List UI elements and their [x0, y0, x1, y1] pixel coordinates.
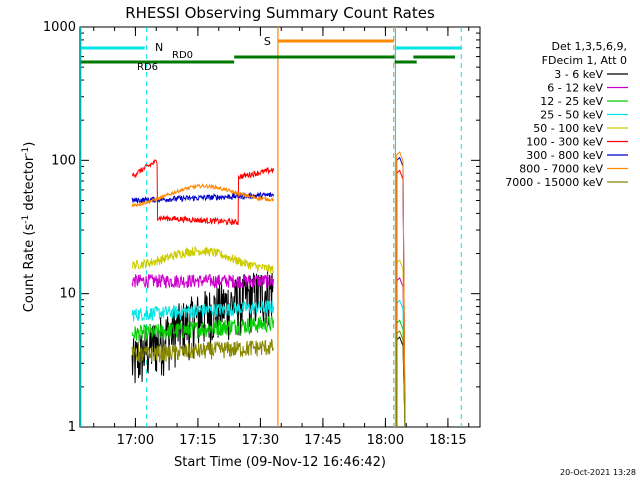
x-tick-label: 18:00 — [367, 433, 404, 448]
y-axis-label-sup2: -1 — [21, 147, 31, 156]
chart-title: RHESSI Observing Summary Count Rates — [125, 4, 435, 22]
legend-label: 800 - 7000 keV — [519, 163, 603, 176]
legend-header-2: FDecim 1, Att 0 — [542, 54, 627, 67]
y-tick-label: 1000 — [43, 20, 76, 35]
series-line-window1 — [131, 245, 275, 274]
legend-label: 6 - 12 keV — [547, 82, 603, 95]
legend-label: 12 - 25 keV — [540, 95, 603, 108]
legend-label: 7000 - 15000 keV — [505, 176, 603, 189]
x-tick-label: 17:00 — [117, 433, 154, 448]
saa-label: S — [264, 35, 271, 48]
timestamp: 20-Oct-2021 13:28 — [560, 468, 636, 477]
legend-header-1: Det 1,3,5,6,9, — [551, 40, 627, 53]
legend: Det 1,3,5,6,9, FDecim 1, Att 0 3 - 6 keV… — [505, 40, 628, 189]
legend-label: 3 - 6 keV — [554, 68, 603, 81]
y-axis-label-sup1: -1 — [21, 215, 31, 224]
series-lines — [131, 151, 406, 428]
series-line-window1 — [131, 272, 275, 289]
y-axis-label: Count Rate (s-1 detector-1) — [21, 142, 37, 313]
series-line-window1 — [131, 299, 275, 322]
x-tick-label: 18:15 — [429, 433, 466, 448]
y-axis-label-part2: detector — [22, 155, 37, 215]
series-line-window2 — [396, 151, 406, 428]
legend-label: 25 - 50 keV — [540, 109, 603, 122]
x-tick-label: 17:30 — [242, 433, 279, 448]
y-axis: 1 10 100 1000 — [43, 20, 480, 435]
series-line-window2 — [396, 330, 406, 428]
x-tick-label: 17:45 — [304, 433, 341, 448]
series-line-window1 — [131, 159, 275, 226]
x-axis-label: Start Time (09-Nov-12 16:46:42) — [174, 455, 386, 470]
y-axis-label-part3: ) — [22, 142, 37, 147]
y-tick-label: 100 — [51, 153, 76, 168]
legend-label: 50 - 100 keV — [533, 122, 603, 135]
plot-frame — [79, 26, 481, 428]
series-line-window1 — [131, 338, 275, 364]
y-tick-label: 10 — [59, 287, 76, 302]
legend-label: 300 - 800 keV — [526, 149, 603, 162]
x-tick-label: 17:15 — [179, 433, 216, 448]
rd6-label: RD6 — [137, 62, 158, 73]
x-axis: 17:00 17:15 17:30 17:45 18:00 18:15 — [93, 27, 470, 448]
series-line-window1 — [131, 182, 275, 208]
y-tick-label: 1 — [68, 420, 76, 435]
night-label: N — [155, 41, 163, 54]
status-markers: N S RD0 RD6 — [80, 27, 462, 427]
rd0-label: RD0 — [172, 50, 193, 61]
series-line-window1 — [131, 315, 275, 343]
legend-label: 100 - 300 keV — [526, 136, 603, 149]
y-axis-label-part1: Count Rate (s — [22, 224, 37, 313]
series-line-window1 — [131, 191, 275, 204]
